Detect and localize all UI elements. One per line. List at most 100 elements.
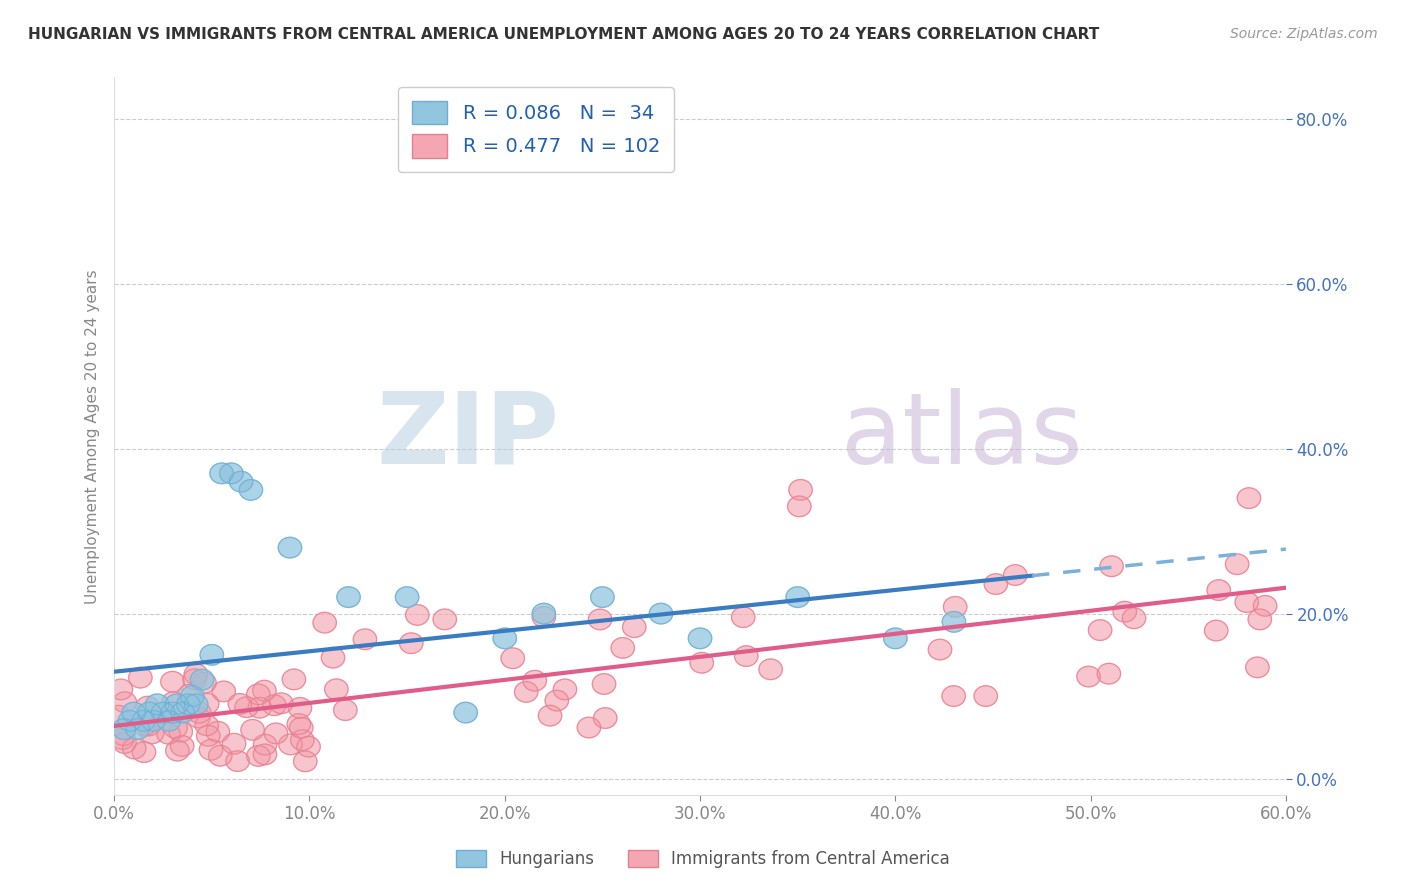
Ellipse shape — [200, 645, 224, 665]
Ellipse shape — [883, 628, 907, 648]
Ellipse shape — [291, 730, 314, 750]
Ellipse shape — [212, 681, 235, 702]
Ellipse shape — [110, 679, 132, 699]
Ellipse shape — [689, 628, 711, 648]
Ellipse shape — [229, 471, 253, 491]
Ellipse shape — [246, 684, 270, 705]
Ellipse shape — [405, 605, 429, 625]
Ellipse shape — [314, 612, 336, 633]
Ellipse shape — [578, 717, 600, 738]
Ellipse shape — [132, 715, 156, 736]
Ellipse shape — [942, 686, 966, 706]
Ellipse shape — [650, 603, 672, 624]
Ellipse shape — [165, 718, 187, 739]
Ellipse shape — [208, 746, 232, 766]
Ellipse shape — [623, 617, 645, 638]
Ellipse shape — [592, 673, 616, 694]
Ellipse shape — [1234, 591, 1258, 613]
Ellipse shape — [122, 739, 146, 759]
Ellipse shape — [190, 669, 214, 690]
Ellipse shape — [112, 692, 136, 713]
Ellipse shape — [152, 702, 174, 723]
Ellipse shape — [193, 673, 217, 693]
Ellipse shape — [1206, 580, 1230, 600]
Ellipse shape — [160, 672, 184, 692]
Ellipse shape — [179, 684, 201, 705]
Text: atlas: atlas — [841, 388, 1083, 484]
Ellipse shape — [1249, 609, 1271, 630]
Ellipse shape — [127, 719, 149, 739]
Ellipse shape — [1246, 657, 1270, 678]
Ellipse shape — [162, 692, 186, 713]
Ellipse shape — [515, 681, 538, 702]
Ellipse shape — [132, 742, 156, 763]
Ellipse shape — [170, 702, 194, 723]
Ellipse shape — [166, 740, 190, 761]
Ellipse shape — [325, 679, 349, 699]
Ellipse shape — [553, 679, 576, 699]
Ellipse shape — [136, 697, 159, 717]
Ellipse shape — [183, 669, 207, 690]
Ellipse shape — [789, 480, 813, 500]
Ellipse shape — [588, 609, 612, 630]
Ellipse shape — [239, 480, 263, 500]
Ellipse shape — [787, 496, 811, 516]
Ellipse shape — [157, 711, 180, 731]
Ellipse shape — [142, 711, 165, 731]
Ellipse shape — [928, 640, 952, 660]
Ellipse shape — [263, 695, 285, 715]
Ellipse shape — [287, 714, 311, 734]
Ellipse shape — [690, 652, 713, 673]
Ellipse shape — [195, 693, 219, 714]
Ellipse shape — [731, 607, 755, 627]
Legend: Hungarians, Immigrants from Central America: Hungarians, Immigrants from Central Amer… — [450, 843, 956, 875]
Ellipse shape — [984, 574, 1008, 594]
Ellipse shape — [222, 733, 246, 754]
Ellipse shape — [141, 723, 163, 744]
Ellipse shape — [1205, 620, 1227, 640]
Ellipse shape — [157, 723, 180, 744]
Ellipse shape — [200, 739, 222, 760]
Ellipse shape — [290, 717, 314, 739]
Ellipse shape — [531, 603, 555, 624]
Ellipse shape — [591, 587, 614, 607]
Ellipse shape — [253, 744, 277, 764]
Ellipse shape — [187, 707, 209, 728]
Ellipse shape — [1077, 666, 1101, 687]
Ellipse shape — [1114, 601, 1136, 622]
Text: HUNGARIAN VS IMMIGRANTS FROM CENTRAL AMERICA UNEMPLOYMENT AMONG AGES 20 TO 24 YE: HUNGARIAN VS IMMIGRANTS FROM CENTRAL AME… — [28, 27, 1099, 42]
Legend: R = 0.086   N =  34, R = 0.477   N = 102: R = 0.086 N = 34, R = 0.477 N = 102 — [398, 87, 673, 171]
Ellipse shape — [112, 719, 135, 739]
Ellipse shape — [246, 746, 270, 766]
Ellipse shape — [122, 702, 145, 723]
Ellipse shape — [264, 723, 288, 744]
Ellipse shape — [1253, 596, 1277, 616]
Ellipse shape — [184, 664, 208, 684]
Ellipse shape — [786, 587, 810, 607]
Ellipse shape — [1099, 556, 1123, 576]
Text: ZIP: ZIP — [377, 388, 560, 484]
Ellipse shape — [132, 711, 155, 731]
Ellipse shape — [546, 690, 568, 711]
Ellipse shape — [180, 686, 204, 706]
Ellipse shape — [253, 681, 276, 701]
Ellipse shape — [501, 648, 524, 668]
Ellipse shape — [219, 463, 243, 483]
Ellipse shape — [207, 722, 229, 742]
Ellipse shape — [195, 715, 218, 736]
Ellipse shape — [734, 646, 758, 666]
Ellipse shape — [110, 729, 134, 749]
Ellipse shape — [228, 694, 252, 714]
Ellipse shape — [278, 734, 302, 755]
Ellipse shape — [538, 706, 562, 726]
Ellipse shape — [138, 702, 162, 723]
Ellipse shape — [288, 698, 312, 718]
Ellipse shape — [240, 720, 264, 740]
Ellipse shape — [1097, 664, 1121, 684]
Ellipse shape — [247, 698, 271, 718]
Ellipse shape — [184, 694, 208, 714]
Ellipse shape — [170, 736, 194, 756]
Ellipse shape — [1226, 554, 1249, 574]
Ellipse shape — [943, 597, 967, 617]
Ellipse shape — [111, 724, 135, 746]
